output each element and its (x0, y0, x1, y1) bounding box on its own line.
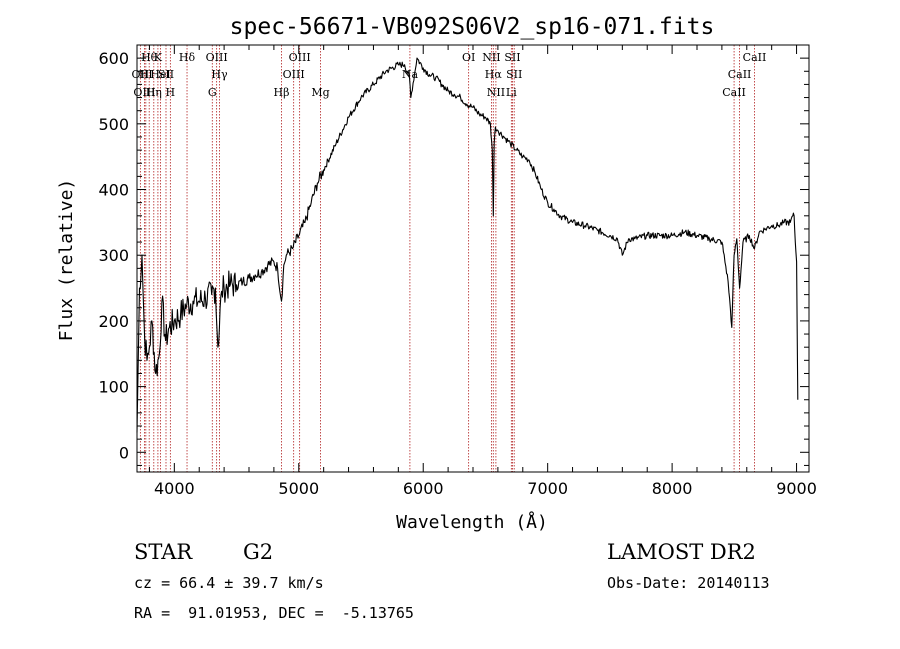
object-subclass: G2 (243, 540, 274, 564)
x-tick-label: 6000 (403, 479, 444, 498)
spectrum-line (136, 57, 799, 433)
line-label: Hθ (141, 51, 158, 64)
line-label: OII (132, 68, 150, 81)
coordinates: RA = 91.01953, DEC = -5.13765 (134, 604, 414, 622)
spectral-line-labels: HθOIIOIIIHIHηKHeISIIHHδGOIIIHγHβOIIIOIII… (132, 51, 767, 99)
line-label: CaII (743, 51, 767, 64)
line-label: SII (506, 68, 522, 81)
x-axis: 4000 5000 6000 7000 8000 9000 (148, 45, 817, 498)
line-label: SII (504, 51, 520, 64)
y-tick-label: 0 (119, 443, 129, 462)
y-tick-label: 200 (98, 312, 129, 331)
y-tick-label: 500 (98, 115, 129, 134)
x-tick-label: 4000 (154, 479, 195, 498)
line-label: Mg (311, 86, 329, 99)
line-label: OIII (133, 86, 155, 99)
y-tick-label: 300 (98, 246, 129, 265)
line-label: NII (482, 51, 500, 64)
y-axis: 0 100 200 300 400 500 600 (98, 44, 809, 466)
line-label: CaII (728, 68, 752, 81)
line-label: Na (402, 68, 419, 81)
survey-name: LAMOST DR2 (607, 540, 756, 564)
line-label: NII (487, 86, 505, 99)
x-axis-label: Wavelength (Å) (396, 511, 548, 533)
object-class: STAR (134, 540, 193, 564)
line-label: SII (158, 68, 174, 81)
line-label: H (166, 86, 176, 99)
line-label: Hα (485, 68, 503, 81)
plot-frame (136, 44, 810, 473)
line-label: OIII (206, 51, 228, 64)
line-label: OIII (283, 68, 305, 81)
y-tick-label: 600 (98, 49, 129, 68)
line-label: Hη (146, 86, 162, 99)
x-tick-label: 9000 (776, 479, 817, 498)
line-label: CaII (722, 86, 746, 99)
line-label: HeI (150, 68, 170, 81)
chart-title: spec-56671-VB092S06V2_sp16-071.fits (230, 14, 715, 40)
x-tick-label: 5000 (278, 479, 319, 498)
line-label: Hδ (179, 51, 196, 64)
x-tick-label: 7000 (527, 479, 568, 498)
spectral-line-markers (139, 45, 755, 472)
line-label: Hγ (211, 68, 228, 81)
x-tick-label: 8000 (652, 479, 693, 498)
y-tick-label: 400 (98, 181, 129, 200)
line-label: K (154, 51, 163, 64)
y-axis-label: Flux (relative) (56, 179, 77, 342)
redshift-value: cz = 66.4 ± 39.7 km/s (134, 574, 324, 592)
line-label: OI (462, 51, 475, 64)
observation-date: Obs-Date: 20140113 (607, 574, 770, 592)
line-label: Hβ (274, 86, 290, 99)
line-label: OIII (289, 51, 311, 64)
line-label: Li (506, 86, 517, 99)
y-tick-label: 100 (98, 378, 129, 397)
line-label: G (208, 86, 217, 99)
line-label: HI (139, 68, 153, 81)
